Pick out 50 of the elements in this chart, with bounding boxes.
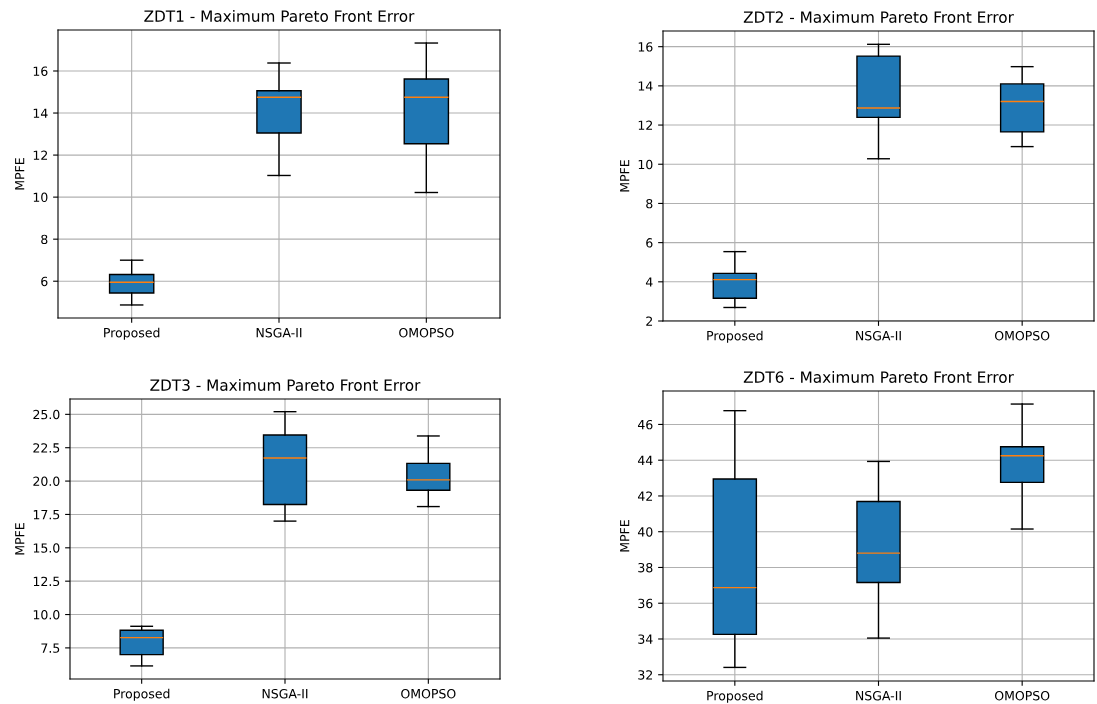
x-tick-label: Proposed	[707, 330, 763, 343]
y-tick-label: 16	[638, 42, 653, 52]
y-tick-label: 8	[41, 234, 48, 245]
y-tick-label: 10	[33, 192, 48, 203]
y-tick-label: 6	[41, 276, 48, 287]
y-axis-title: MPFE	[620, 520, 630, 552]
y-tick-label: 10.0	[33, 610, 60, 620]
x-tick-label: NSGA-II	[262, 688, 308, 699]
y-tick-label: 40	[637, 527, 653, 537]
x-tick-label: OMOPSO	[401, 688, 456, 699]
x-tick-label: OMOPSO	[399, 327, 454, 338]
x-tick-label: NSGA-II	[256, 327, 302, 338]
y-axis-title: MPFE	[620, 160, 630, 192]
y-tick-label: 15.0	[33, 543, 60, 553]
y-tick-label: 36	[638, 598, 653, 609]
y-tick-label: 12	[33, 150, 48, 160]
y-tick-label: 42	[637, 491, 653, 501]
y-tick-label: 44	[637, 455, 653, 465]
x-tick-label: NSGA-II	[856, 330, 901, 341]
chart-title: ZDT2 - Maximum Pareto Front Error	[743, 11, 1014, 23]
x-tick-label: Proposed	[104, 327, 160, 340]
y-tick-label: 8	[646, 198, 653, 209]
y-tick-label: 4	[645, 277, 653, 287]
y-tick-label: 38	[638, 562, 653, 573]
x-tick-label: OMOPSO	[994, 690, 1050, 701]
y-tick-label: 10	[638, 159, 653, 170]
y-axis-title: MPFE	[15, 523, 25, 555]
y-tick-label: 14	[638, 81, 653, 91]
y-tick-label: 12	[638, 120, 653, 130]
y-tick-label: 6	[646, 238, 653, 248]
x-tick-label: Proposed	[114, 688, 170, 701]
y-tick-label: 34	[638, 634, 653, 644]
y-tick-label: 2	[646, 316, 653, 326]
y-tick-label: 25.0	[33, 409, 60, 420]
chart-title: ZDT3 - Maximum Pareto Front Error	[150, 379, 421, 391]
y-tick-label: 7.5	[41, 643, 60, 653]
y-tick-label: 14	[33, 108, 48, 118]
x-tick-label: OMOPSO	[994, 330, 1050, 341]
x-tick-label: Proposed	[707, 690, 763, 703]
chart-title: ZDT1 - Maximum Pareto Front Error	[144, 10, 415, 22]
y-tick-label: 46	[637, 419, 653, 430]
y-tick-label: 32	[638, 670, 653, 680]
y-axis-title: MPFE	[15, 158, 25, 190]
y-tick-label: 16	[33, 66, 48, 76]
x-tick-label: NSGA-II	[856, 690, 901, 701]
y-tick-label: 22.5	[33, 443, 60, 453]
y-tick-label: 17.5	[33, 510, 60, 520]
chart-title: ZDT6 - Maximum Pareto Front Error	[743, 371, 1014, 383]
y-tick-label: 20.0	[33, 476, 60, 486]
y-tick-label: 12.5	[33, 576, 60, 587]
